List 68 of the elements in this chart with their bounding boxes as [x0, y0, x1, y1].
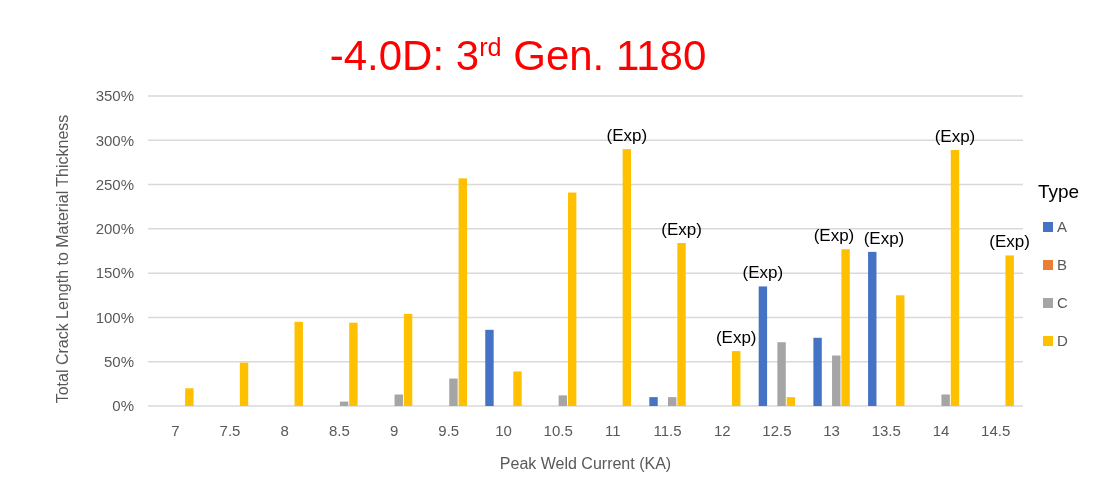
- x-tick-label: 12: [713, 422, 731, 439]
- data-label: (Exp): [715, 328, 757, 348]
- y-tick-label: 350%: [95, 87, 134, 105]
- bar: [896, 295, 905, 406]
- y-tick-label: 300%: [95, 131, 134, 149]
- bar: [403, 313, 413, 406]
- x-tick-label: 7: [171, 422, 180, 439]
- bar: [458, 178, 467, 406]
- data-label: (Exp): [661, 220, 702, 240]
- bar: [1005, 255, 1014, 406]
- bar: [786, 397, 796, 406]
- bar: [832, 355, 841, 406]
- x-tick-label: 12.5: [762, 422, 792, 439]
- bar: [394, 394, 403, 406]
- x-tick-label: 8.5: [328, 422, 350, 439]
- x-tick-label: 7.5: [219, 422, 241, 439]
- bar: [239, 362, 249, 406]
- legend-title: Type: [1038, 181, 1080, 202]
- bar: [649, 397, 658, 406]
- legend-label: D: [1057, 332, 1068, 349]
- legend-label: A: [1057, 218, 1068, 235]
- y-tick-label: 50%: [103, 352, 134, 370]
- legend-label: C: [1057, 294, 1068, 311]
- y-tick-label: 0%: [112, 397, 134, 415]
- data-label: (Exp): [934, 127, 976, 147]
- x-tick-label: 14.5: [981, 422, 1011, 439]
- bar: [485, 329, 494, 406]
- x-axis-title: Peak Weld Current (KA): [499, 455, 672, 472]
- bar: [567, 192, 577, 406]
- bar: [349, 322, 358, 406]
- bar: [758, 286, 768, 406]
- bar: [449, 378, 458, 406]
- data-label: (Exp): [813, 226, 855, 246]
- x-tick-label: 11: [605, 422, 621, 439]
- x-tick-label: 10.5: [543, 422, 573, 439]
- bar: [941, 394, 950, 406]
- x-tick-label: 13.5: [871, 422, 901, 439]
- bar: [732, 351, 741, 406]
- bar: [677, 243, 686, 406]
- bar: [185, 388, 194, 406]
- bar: [668, 397, 677, 406]
- bar: [950, 150, 960, 406]
- y-tick-label: 200%: [95, 220, 134, 238]
- x-tick-label: 10: [495, 422, 512, 439]
- x-tick-label: 9: [389, 422, 399, 439]
- data-label: (Exp): [742, 263, 784, 283]
- x-tick-label: 13: [823, 422, 840, 439]
- legend-label: B: [1057, 256, 1068, 273]
- bar: [294, 321, 303, 406]
- bar: [558, 395, 568, 406]
- bar: [777, 342, 786, 406]
- chart-title: -4.0D: 3$^{rd}$ Gen. 1180: [329, 32, 707, 79]
- x-tick-label: 14: [932, 422, 950, 439]
- bar: [868, 251, 877, 406]
- data-label: (Exp): [606, 126, 648, 146]
- x-tick-label: 9.5: [438, 422, 460, 439]
- bar: [841, 249, 850, 406]
- y-axis-title: Total Crack Length to Material Thickness: [54, 114, 71, 404]
- y-tick-label: 100%: [95, 308, 134, 326]
- data-label: (Exp): [863, 228, 905, 248]
- y-tick-label: 250%: [95, 175, 134, 193]
- bar: [513, 371, 522, 406]
- bar: [813, 337, 822, 406]
- bar: [622, 149, 632, 406]
- data-label: (Exp): [989, 232, 1030, 252]
- x-tick-label: 8: [280, 422, 289, 439]
- y-tick-label: 150%: [95, 264, 134, 282]
- x-tick-label: 11.5: [653, 422, 682, 439]
